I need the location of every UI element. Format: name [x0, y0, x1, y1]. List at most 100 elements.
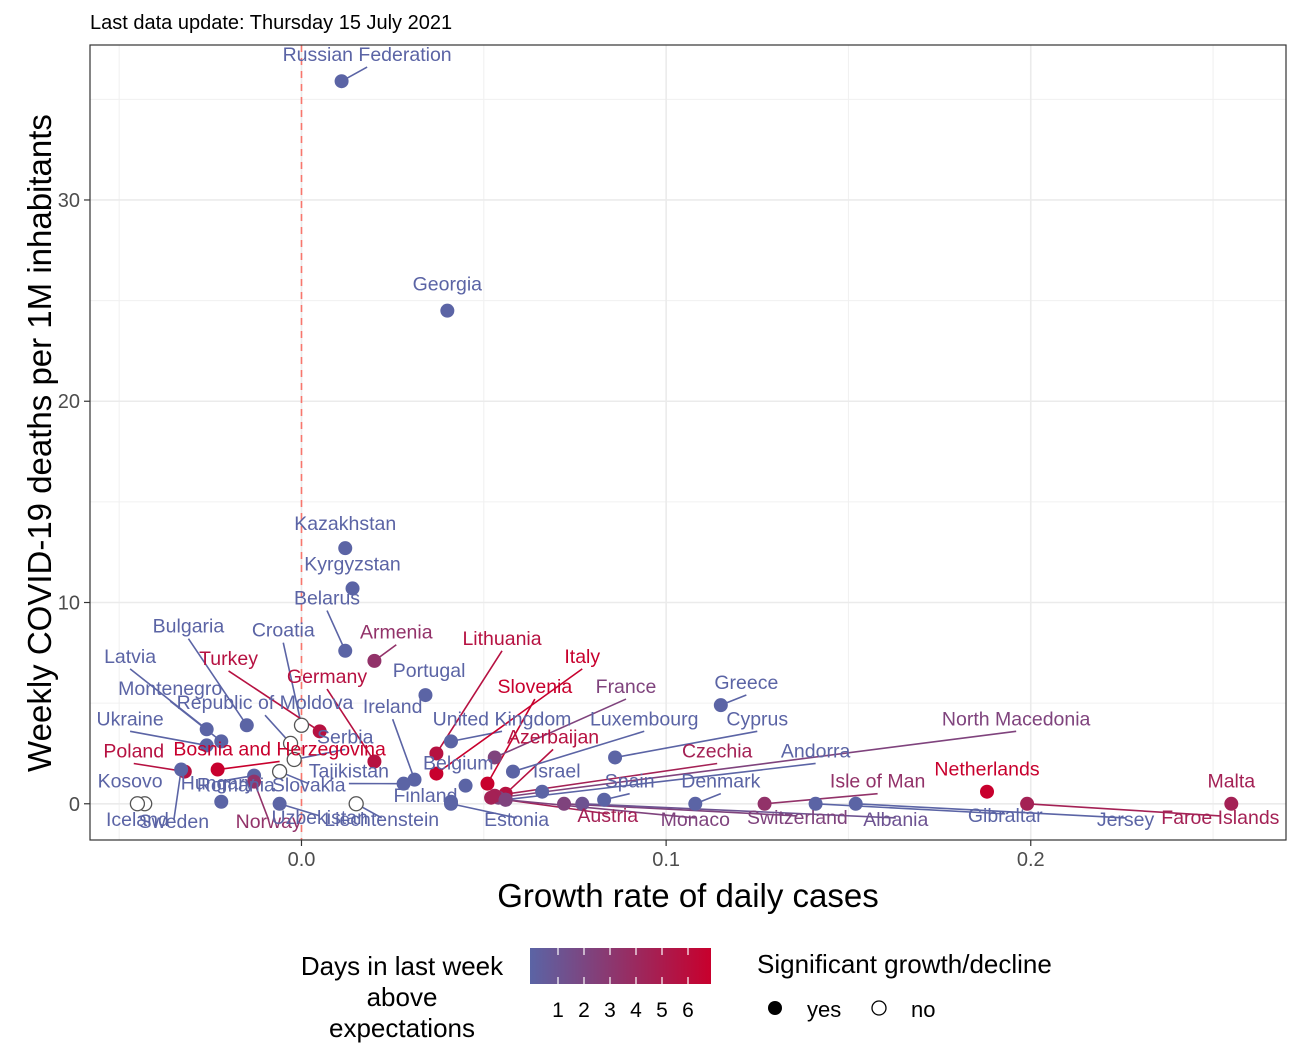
point-41	[271, 763, 288, 780]
point-16	[367, 754, 382, 769]
point-label-28: Andorra	[781, 740, 851, 762]
connector-9	[282, 642, 303, 726]
point-label-50: Austria	[577, 805, 638, 827]
point-8	[239, 718, 254, 733]
point-label-35: Malta	[1207, 771, 1255, 793]
point-label-14: Ireland	[363, 696, 423, 718]
point-40	[214, 794, 229, 809]
point-label-42: Tajikistan	[309, 761, 389, 783]
connector-49	[450, 802, 517, 819]
point-label-5: Armenia	[360, 622, 433, 644]
connector-26	[498, 730, 1017, 799]
point-label-29: Israel	[533, 761, 581, 783]
point-label-4: Belarus	[294, 588, 360, 610]
shape-legend-no-label: no	[911, 997, 935, 1022]
connector-28	[505, 762, 816, 801]
point-label-2: Kazakhstan	[294, 513, 396, 535]
point-50	[484, 790, 499, 805]
y-tick-label-0: 0	[69, 794, 80, 816]
connector-33	[764, 792, 878, 805]
point-10	[199, 722, 214, 737]
color-legend-title-line-1: Days in last week	[301, 951, 504, 981]
point-42	[396, 776, 411, 791]
y-axis-title: Weekly COVID-19 deaths per 1M inhabitant…	[21, 114, 58, 772]
point-label-3: Kyrgyzstan	[304, 553, 400, 575]
point-label-9: Croatia	[252, 620, 315, 642]
connector-27	[494, 762, 718, 797]
color-legend-title-line-2: above	[367, 982, 438, 1012]
point-label-20: Italy	[564, 646, 600, 668]
point-33	[757, 796, 772, 811]
connector-37	[217, 760, 280, 771]
point-label-47: Uzbekistan	[271, 807, 367, 829]
point-2	[338, 541, 353, 556]
y-axis-ticks: 0 10 20 30	[58, 190, 90, 816]
point-labels: Russian Federation Georgia Kazakhstan Kyrgy…	[97, 44, 1280, 833]
point-label-19: United Kingdom	[433, 708, 572, 730]
point-17	[286, 751, 302, 768]
point-22	[487, 750, 502, 765]
color-legend-tick-label-3: 4	[630, 999, 642, 1022]
point-label-13: Republic of Moldova	[177, 692, 354, 714]
point-label-38: Kosovo	[98, 771, 163, 793]
point-label-31: Belgium	[423, 753, 493, 775]
connector-23	[505, 748, 554, 795]
x-axis-ticks: 0.0 0.1 0.2	[288, 840, 1045, 871]
point-4	[338, 643, 353, 658]
point-label-21: Slovenia	[497, 676, 572, 698]
point-label-52: Switzerland	[747, 807, 848, 829]
shape-legend-yes-marker	[768, 1001, 782, 1015]
connector-45	[173, 769, 182, 821]
point-44	[129, 796, 146, 812]
point-5	[367, 653, 382, 668]
point-label-12: Ukraine	[97, 708, 164, 730]
point-56	[1020, 796, 1035, 811]
point-label-25: Cyprus	[726, 708, 788, 730]
connector-16	[326, 688, 376, 762]
point-3	[345, 581, 360, 596]
point-label-24: Luxembourg	[590, 708, 698, 730]
point-label-33: Isle of Man	[830, 771, 925, 793]
connector-56	[1027, 802, 1221, 817]
connector-55	[855, 802, 1126, 819]
point-label-43: Finland	[393, 785, 457, 807]
point-52	[557, 796, 572, 811]
connector-21	[486, 698, 536, 785]
point-label-44: Iceland	[106, 809, 169, 831]
point-15	[312, 724, 327, 739]
x-tick-label-0: 0.0	[288, 849, 316, 871]
y-tick-label-3: 30	[58, 190, 80, 212]
point-9	[293, 717, 310, 733]
point-13	[282, 735, 299, 752]
point-18	[429, 746, 444, 761]
point-35	[1224, 796, 1239, 811]
data-points	[129, 74, 1239, 812]
point-48	[348, 796, 364, 812]
connector-4	[326, 610, 346, 652]
point-45	[174, 762, 189, 777]
point-label-26: North Macedonia	[942, 708, 1091, 730]
x-axis-title: Growth rate of daily cases	[497, 877, 879, 914]
grid-lines	[90, 45, 1286, 840]
connector-51	[505, 798, 696, 819]
point-24	[505, 764, 520, 779]
point-31	[458, 778, 473, 793]
point-label-37: Bosnia and Herzegovina	[173, 738, 386, 760]
point-46	[247, 774, 262, 789]
point-label-49: Estonia	[484, 809, 549, 831]
point-7	[713, 698, 728, 713]
point-label-32: Denmark	[681, 771, 760, 793]
point-54	[808, 796, 823, 811]
point-label-27: Czechia	[682, 740, 753, 762]
point-label-11: Montenegro	[118, 678, 222, 700]
point-25	[608, 750, 623, 765]
point-label-10: Latvia	[104, 646, 156, 668]
point-51	[498, 792, 513, 807]
color-legend-tick-label-1: 2	[578, 999, 590, 1022]
point-label-46: Norway	[236, 811, 302, 833]
connector-11	[169, 700, 222, 743]
y-tick-label-1: 10	[58, 593, 80, 615]
point-label-54: Gibraltar	[968, 805, 1043, 827]
